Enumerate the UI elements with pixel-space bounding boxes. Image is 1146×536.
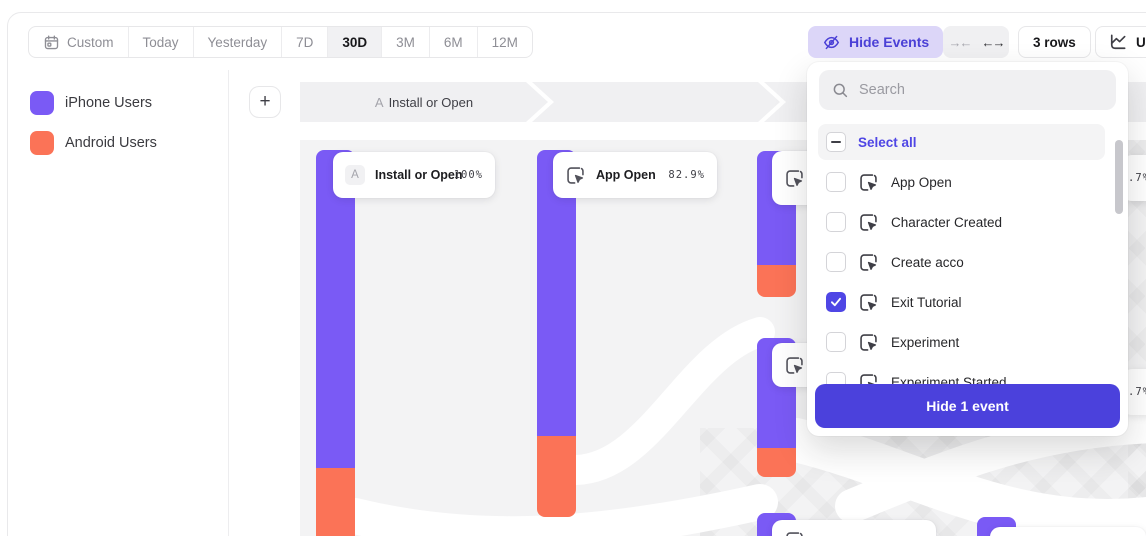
hide-event-apply-button[interactable]: Hide 1 event — [815, 384, 1120, 428]
date-range-label: Custom — [67, 34, 114, 50]
search-icon — [833, 83, 848, 98]
legend-swatch — [30, 131, 54, 155]
step-card[interactable]: A Install or Open 100% — [333, 152, 495, 198]
event-checkbox[interactable] — [826, 252, 846, 272]
step-card[interactable]: App Open 82.9% — [553, 152, 717, 198]
date-range-label: Today — [142, 34, 179, 50]
arrows-outward-icon: ←→ — [981, 34, 1006, 50]
hide-event-apply-label: Hide 1 event — [926, 398, 1009, 414]
event-list-item[interactable]: Create acco — [818, 242, 1105, 282]
funnel-bar-segment[interactable] — [537, 436, 576, 517]
date-range-label: 30D — [342, 34, 368, 50]
date-range-today[interactable]: Today — [129, 27, 194, 57]
add-step-button[interactable]: + — [249, 86, 281, 118]
date-range-3m[interactable]: 3M — [382, 27, 430, 57]
event-icon — [567, 166, 584, 184]
expand-columns-button[interactable]: ←→ — [976, 26, 1009, 58]
date-range-label: 7D — [296, 34, 314, 50]
event-icon — [786, 531, 803, 536]
step-card[interactable] — [990, 527, 1146, 536]
arrows-inward-icon: →← — [948, 34, 973, 50]
legend-item[interactable]: iPhone Users — [30, 91, 157, 115]
funnel-bar-segment[interactable] — [757, 448, 796, 477]
step-name: Install or Open — [388, 94, 474, 110]
legend-label: Android Users — [65, 135, 157, 151]
event-list-item[interactable]: Exit Tutorial — [818, 282, 1105, 322]
search-box — [819, 70, 1116, 110]
check-icon — [830, 297, 842, 307]
funnel-header-segment[interactable] — [532, 82, 780, 122]
legend: iPhone Users Android Users — [30, 91, 157, 171]
event-icon — [860, 253, 877, 271]
date-range-7d[interactable]: 7D — [282, 27, 329, 57]
uniques-label: U — [1136, 34, 1146, 50]
collapse-columns-button[interactable]: →← — [943, 26, 976, 58]
eye-slash-icon — [823, 35, 840, 49]
legend-swatch — [30, 91, 54, 115]
step-card[interactable] — [772, 520, 936, 536]
date-range-6m[interactable]: 6M — [430, 27, 478, 57]
date-range-custom[interactable]: Custom — [29, 27, 129, 57]
date-range-30d[interactable]: 30D — [328, 27, 383, 57]
select-all-checkbox[interactable] — [826, 132, 846, 152]
rows-label: 3 rows — [1033, 34, 1076, 50]
event-icon — [786, 169, 803, 187]
step-card-label: Install or Open — [375, 168, 463, 182]
event-list-item[interactable]: Character Created — [818, 202, 1105, 242]
hide-events-label: Hide Events — [849, 34, 930, 50]
search-input[interactable] — [859, 82, 1104, 98]
uniques-button[interactable]: U — [1095, 26, 1146, 58]
line-chart-icon — [1110, 34, 1126, 50]
event-label: Character Created — [891, 214, 1003, 230]
calendar-icon — [44, 34, 59, 49]
legend-item[interactable]: Android Users — [30, 131, 157, 155]
step-letter: A — [374, 94, 384, 110]
step-card-percent: .7% — [1128, 172, 1146, 184]
legend-label: iPhone Users — [65, 95, 153, 111]
funnel-bar-segment[interactable] — [757, 265, 796, 297]
event-list-item[interactable]: Experiment — [818, 322, 1105, 362]
event-icon — [860, 213, 877, 231]
date-range-12m[interactable]: 12M — [478, 27, 532, 57]
step-letter-badge: A — [345, 165, 365, 185]
rows-button[interactable]: 3 rows — [1018, 26, 1091, 58]
date-range-label: Yesterday — [207, 34, 268, 50]
hide-events-button[interactable]: Hide Events — [808, 26, 944, 58]
event-icon — [786, 356, 803, 374]
date-range-selector: Custom Today Yesterday 7D 30D 3M 6M 12M — [28, 26, 533, 58]
event-checkbox[interactable] — [826, 292, 846, 312]
funnel-bar-segment[interactable] — [316, 150, 355, 468]
divider — [228, 70, 229, 536]
event-icon — [860, 333, 877, 351]
date-range-label: 6M — [443, 34, 463, 50]
select-all-row[interactable]: Select all — [818, 124, 1105, 160]
funnel-header-segment[interactable]: A Install or Open — [300, 82, 548, 122]
step-card-percent: 82.9% — [668, 169, 705, 181]
event-label: Create acco — [891, 254, 964, 270]
step-card-percent: .7% — [1128, 386, 1146, 398]
scrollbar-thumb[interactable] — [1115, 140, 1123, 214]
date-range-yesterday[interactable]: Yesterday — [194, 27, 283, 57]
event-checkbox[interactable] — [826, 212, 846, 232]
event-checkbox[interactable] — [826, 172, 846, 192]
funnel-bar-segment[interactable] — [316, 468, 355, 536]
event-label: Experiment — [891, 334, 960, 350]
width-toggle-group: →← ←→ — [943, 26, 1009, 58]
step-card-percent: 100% — [453, 169, 483, 181]
event-list-item[interactable]: App Open — [818, 162, 1105, 202]
hide-events-dropdown: Select all App Open Character Created Crea… — [807, 62, 1128, 436]
step-card-label: App Open — [596, 168, 656, 182]
event-checkbox[interactable] — [826, 332, 846, 352]
event-icon — [860, 173, 877, 191]
date-range-label: 12M — [491, 34, 518, 50]
date-range-label: 3M — [396, 34, 415, 50]
plus-icon: + — [259, 91, 271, 112]
event-list: App Open Character Created Create acco Exit… — [818, 162, 1105, 402]
event-icon — [860, 293, 877, 311]
event-label: App Open — [891, 174, 952, 190]
select-all-label: Select all — [858, 134, 917, 150]
event-label: Exit Tutorial — [891, 294, 962, 310]
